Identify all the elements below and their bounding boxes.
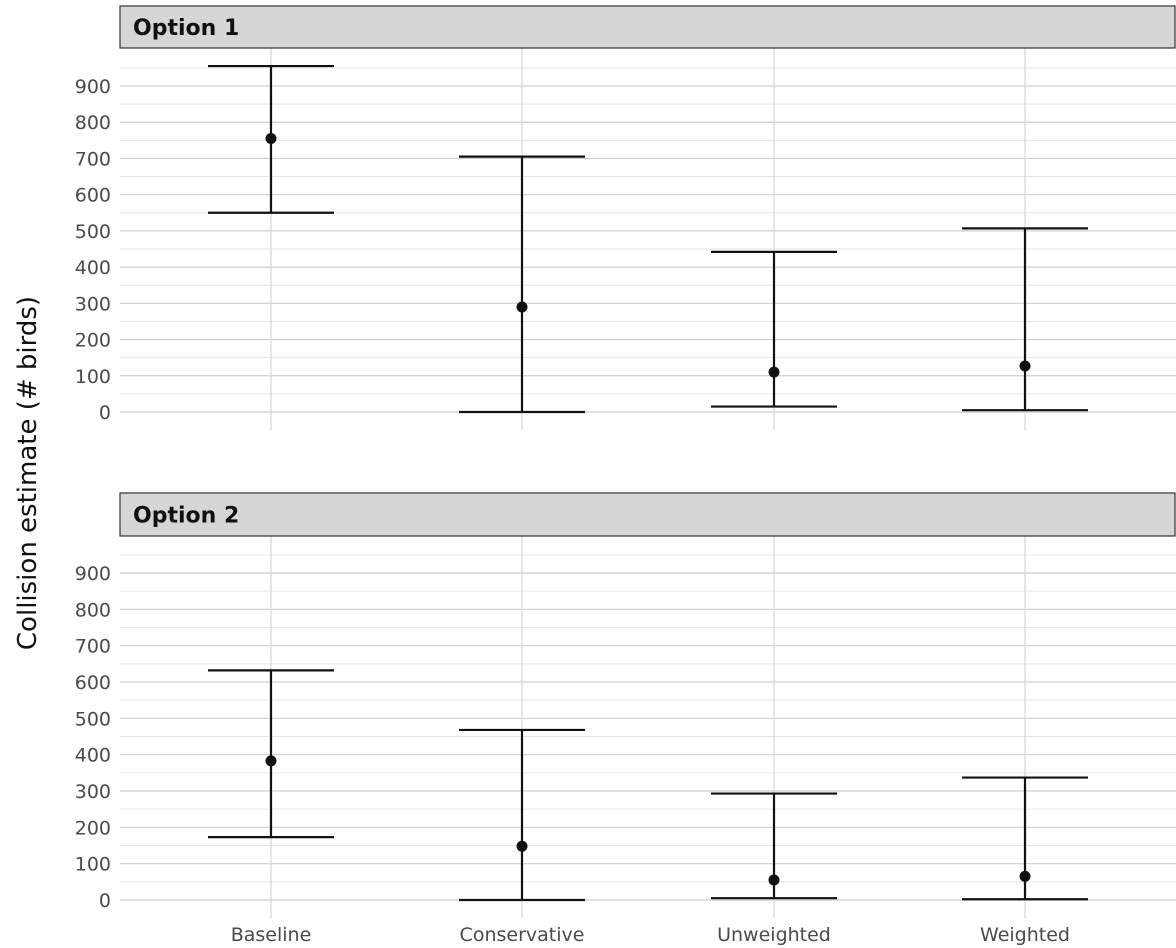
facet-strip (119, 492, 1176, 537)
x-tick-label: Weighted (980, 924, 1070, 946)
estimate-point (265, 755, 277, 767)
estimate-point (1019, 870, 1031, 882)
estimate-point (516, 840, 528, 852)
y-tick-label: 900 (75, 563, 111, 585)
y-tick-label: 400 (75, 745, 111, 767)
y-tick-label: 800 (75, 112, 111, 134)
x-tick-label: Baseline (231, 924, 312, 946)
y-tick-label: 0 (99, 402, 111, 424)
y-tick-label: 0 (99, 890, 111, 912)
y-tick-label: 200 (75, 330, 111, 352)
y-tick-label: 100 (75, 854, 111, 876)
y-tick-label: 200 (75, 817, 111, 839)
x-tick-label: Conservative (460, 924, 585, 946)
y-tick-label: 700 (75, 636, 111, 658)
y-axis-title: Collision estimate (# birds) (13, 296, 43, 650)
y-tick-label: 100 (75, 366, 111, 388)
y-tick-label: 600 (75, 672, 111, 694)
x-tick-label: Unweighted (717, 924, 831, 946)
y-tick-label: 300 (75, 293, 111, 315)
y-tick-label: 700 (75, 148, 111, 170)
facet-strip (119, 5, 1176, 49)
estimate-point (1019, 360, 1031, 372)
y-tick-label: 300 (75, 781, 111, 803)
y-tick-label: 900 (75, 76, 111, 98)
y-tick-label: 400 (75, 257, 111, 279)
y-tick-label: 800 (75, 599, 111, 621)
estimate-point (516, 301, 528, 313)
estimate-point (768, 366, 780, 378)
estimate-point (768, 874, 780, 886)
facet-title: Option 1 (133, 16, 239, 41)
estimate-point (265, 133, 277, 145)
y-tick-label: 500 (75, 708, 111, 730)
facet-title: Option 2 (133, 504, 239, 529)
y-tick-label: 600 (75, 185, 111, 207)
y-tick-label: 500 (75, 221, 111, 243)
